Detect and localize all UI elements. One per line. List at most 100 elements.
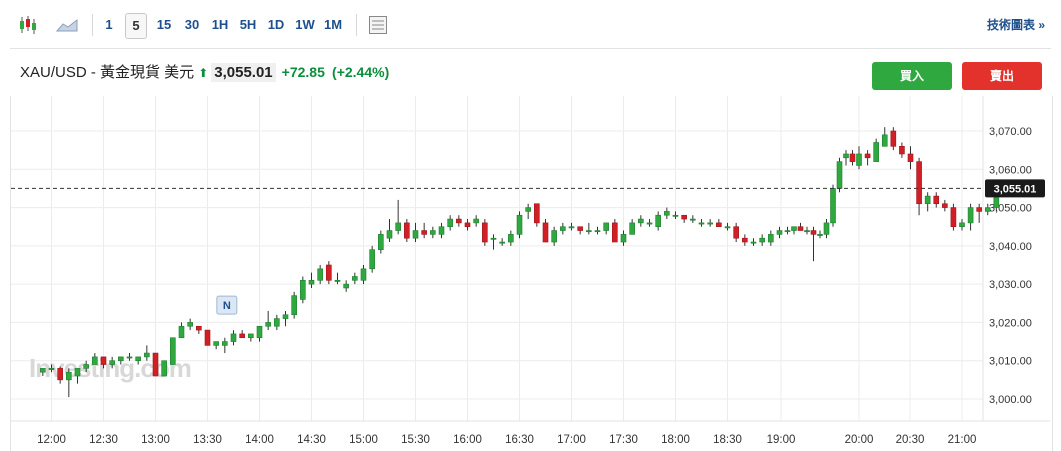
- candle[interactable]: [916, 161, 922, 205]
- candle[interactable]: [109, 360, 115, 365]
- candle[interactable]: [230, 333, 237, 342]
- candle[interactable]: [516, 214, 523, 235]
- candle[interactable]: [482, 222, 488, 243]
- candle[interactable]: [967, 207, 974, 224]
- candle[interactable]: [178, 325, 185, 339]
- candle[interactable]: [823, 222, 830, 235]
- candle[interactable]: [317, 268, 323, 281]
- candle[interactable]: [360, 268, 367, 281]
- candle[interactable]: [655, 214, 661, 228]
- candle[interactable]: [784, 230, 791, 233]
- candle[interactable]: [681, 214, 687, 220]
- interval-5[interactable]: 5: [125, 13, 147, 39]
- candle[interactable]: [83, 364, 89, 369]
- candle[interactable]: [942, 203, 948, 208]
- candle[interactable]: [646, 222, 653, 225]
- candle[interactable]: [724, 226, 731, 229]
- candle[interactable]: [265, 322, 271, 327]
- candlestick-chart[interactable]: 3,000.00 3,010.00 3,020.00 3,030.00 3,040.00…: [11, 96, 1050, 451]
- candle[interactable]: [698, 222, 705, 225]
- candle[interactable]: [612, 222, 618, 243]
- candle[interactable]: [170, 337, 176, 365]
- candle[interactable]: [534, 203, 540, 224]
- candle[interactable]: [560, 226, 566, 231]
- candle[interactable]: [256, 325, 263, 339]
- candle[interactable]: [57, 368, 63, 381]
- candle[interactable]: [499, 241, 505, 244]
- candle[interactable]: [282, 314, 289, 319]
- candle[interactable]: [810, 230, 817, 235]
- candle[interactable]: [551, 230, 557, 243]
- news-event-marker[interactable]: [216, 295, 238, 315]
- candle[interactable]: [864, 153, 871, 159]
- candle[interactable]: [984, 207, 991, 212]
- interval-1d[interactable]: 1D: [267, 17, 285, 32]
- candle[interactable]: [830, 188, 836, 224]
- candle[interactable]: [144, 352, 150, 358]
- candle[interactable]: [707, 222, 713, 225]
- candle[interactable]: [603, 222, 609, 231]
- candle[interactable]: [412, 230, 419, 239]
- candle[interactable]: [976, 207, 982, 212]
- candle[interactable]: [308, 280, 315, 285]
- candle[interactable]: [804, 230, 810, 233]
- candle[interactable]: [490, 237, 497, 240]
- candle[interactable]: [421, 230, 427, 235]
- candle[interactable]: [326, 264, 332, 281]
- candle[interactable]: [768, 234, 774, 243]
- candle[interactable]: [664, 211, 670, 216]
- candle[interactable]: [430, 230, 436, 235]
- candle[interactable]: [836, 161, 843, 189]
- candle[interactable]: [48, 368, 55, 370]
- candle[interactable]: [473, 218, 479, 224]
- candle[interactable]: [386, 230, 393, 239]
- candle[interactable]: [343, 283, 349, 289]
- candle[interactable]: [274, 318, 280, 327]
- candle[interactable]: [404, 222, 410, 239]
- candle[interactable]: [742, 237, 748, 243]
- candle[interactable]: [456, 218, 462, 224]
- buy-button[interactable]: 買入: [872, 62, 952, 90]
- interval-5h[interactable]: 5H: [239, 17, 257, 32]
- candle[interactable]: [74, 368, 81, 377]
- candle[interactable]: [638, 218, 644, 224]
- interval-1m[interactable]: 1M: [323, 17, 343, 32]
- candle[interactable]: [856, 153, 862, 166]
- candle[interactable]: [843, 153, 849, 159]
- candle[interactable]: [959, 222, 965, 228]
- interval-30[interactable]: 30: [184, 17, 200, 32]
- candle[interactable]: [100, 356, 107, 365]
- candle[interactable]: [222, 341, 228, 346]
- candle[interactable]: [933, 195, 940, 205]
- candle[interactable]: [378, 234, 384, 250]
- candle[interactable]: [890, 130, 897, 147]
- candle[interactable]: [438, 226, 445, 235]
- candle[interactable]: [873, 142, 879, 162]
- candle[interactable]: [594, 230, 601, 233]
- candle[interactable]: [849, 153, 856, 162]
- candle[interactable]: [577, 226, 583, 231]
- candle[interactable]: [817, 234, 823, 236]
- candle[interactable]: [300, 280, 306, 300]
- interval-15[interactable]: 15: [156, 17, 172, 32]
- candle[interactable]: [66, 371, 72, 381]
- candle[interactable]: [568, 226, 575, 229]
- candle[interactable]: [135, 356, 141, 362]
- candle[interactable]: [40, 368, 46, 373]
- candle[interactable]: [395, 222, 401, 231]
- candle[interactable]: [204, 329, 211, 346]
- candle[interactable]: [187, 322, 193, 327]
- candle[interactable]: [196, 325, 202, 331]
- candle[interactable]: [690, 218, 696, 221]
- candle[interactable]: [542, 222, 549, 243]
- candle[interactable]: [161, 360, 167, 377]
- sell-button[interactable]: 賣出: [962, 62, 1042, 90]
- candle[interactable]: [629, 222, 635, 235]
- candle[interactable]: [464, 222, 471, 228]
- candle[interactable]: [525, 207, 531, 212]
- candle[interactable]: [248, 333, 254, 339]
- candle[interactable]: [924, 195, 931, 205]
- candle[interactable]: [907, 153, 914, 162]
- candle[interactable]: [586, 230, 592, 233]
- candle[interactable]: [881, 134, 888, 147]
